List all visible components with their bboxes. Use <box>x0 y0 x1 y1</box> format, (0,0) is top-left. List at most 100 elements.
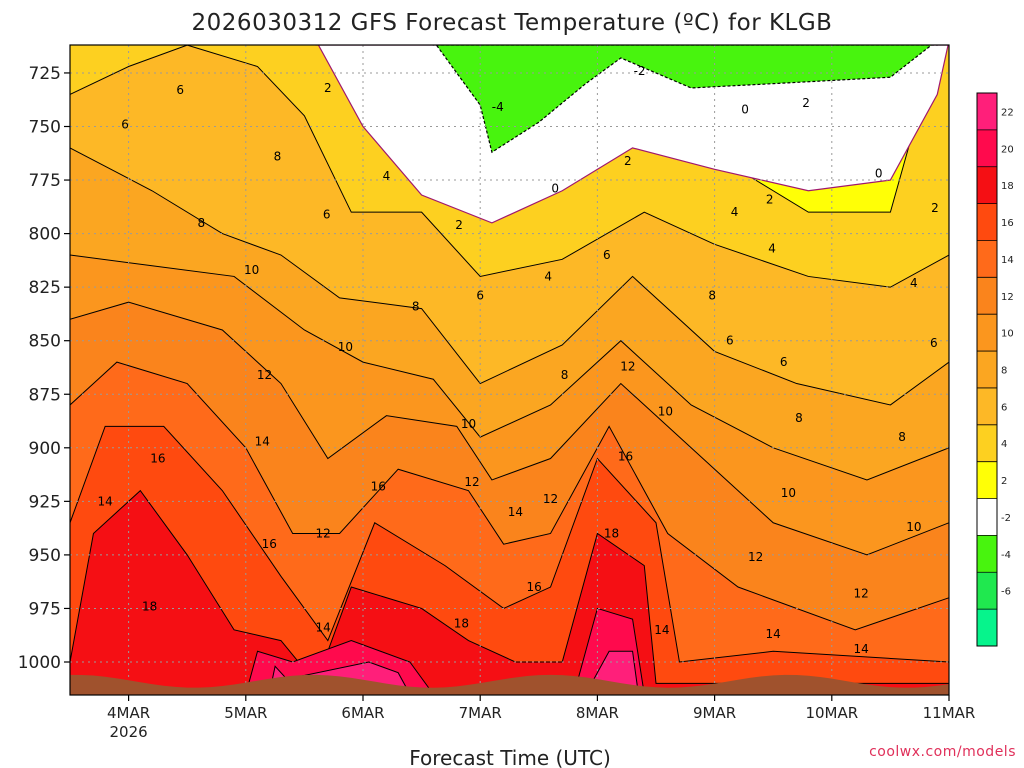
isotherm-label: 0 <box>875 167 883 181</box>
isotherm-label: 8 <box>898 430 906 444</box>
isotherm-label: 8 <box>412 299 420 313</box>
band-18-20 <box>70 489 949 695</box>
isotherm-label: 6 <box>726 334 734 348</box>
ground-terrain <box>70 674 949 695</box>
y-tick-label: 775 <box>29 171 61 191</box>
isotherm-label: 10 <box>906 520 921 534</box>
isotherm-label: 8 <box>197 216 205 230</box>
x-axis-label: Forecast Time (UTC) <box>409 746 611 768</box>
colorbar-label: -4 <box>1001 550 1011 561</box>
y-tick-label: 950 <box>29 546 61 566</box>
isotherm-label: 18 <box>142 599 157 613</box>
colorbar-swatch <box>977 129 997 168</box>
temperature-bands <box>70 45 949 695</box>
band-16-18 <box>70 425 949 695</box>
isotherm-label: 16 <box>371 479 386 493</box>
isotherm-label: 6 <box>323 207 331 221</box>
credit-text: coolwx.com/models <box>869 744 1016 760</box>
isotherm-label: 4 <box>383 169 391 183</box>
isotherm-label: 16 <box>262 537 277 551</box>
colorbar-label: 8 <box>1001 366 1007 377</box>
isotherm-label: 14 <box>766 627 781 641</box>
y-tick-label: 900 <box>29 439 61 459</box>
isotherm-label: 6 <box>603 248 611 262</box>
colorbar-label: 12 <box>1001 292 1014 303</box>
y-tick-label: 750 <box>29 118 61 138</box>
isotherm-label: 18 <box>604 526 619 540</box>
isotherm-label: 0 <box>741 102 749 116</box>
chart-title: 2026030312 GFS Forecast Temperature (ºC)… <box>192 10 833 36</box>
isotherm-label: 4 <box>731 205 739 219</box>
y-tick-label: 725 <box>29 64 61 84</box>
colorbar-swatch <box>977 387 997 426</box>
isotherm-label: 10 <box>781 486 796 500</box>
x-tick-label: 11MAR <box>923 704 976 722</box>
colorbar-label: 22 <box>1001 107 1014 118</box>
isotherm-label: 16 <box>526 580 541 594</box>
colorbar-swatch <box>977 461 997 500</box>
isotherm-label: 10 <box>244 263 259 277</box>
isotherm-label: 6 <box>780 355 788 369</box>
isotherm-label: 2 <box>455 218 463 232</box>
isotherm-label: 4 <box>768 242 776 256</box>
isotherm-label: 14 <box>98 494 113 508</box>
isotherm-label: 8 <box>795 411 803 425</box>
x-tick-label: 6MAR <box>341 704 384 722</box>
colorbar-swatch <box>977 203 997 241</box>
colorbar-label: 6 <box>1001 402 1007 413</box>
plot-frame <box>69 44 950 696</box>
colorbar-label: 10 <box>1001 329 1014 340</box>
isotherm-label: 4 <box>544 269 552 283</box>
isotherm-label: 4 <box>910 276 918 290</box>
x-tick-label: 5MAR <box>224 704 267 722</box>
colorbar-swatch <box>977 166 997 205</box>
plot-area <box>70 45 949 695</box>
isotherm-label: 12 <box>853 586 868 600</box>
y-tick-label: 875 <box>29 385 61 405</box>
colorbar-swatch <box>977 424 997 463</box>
colorbar-swatch <box>977 277 997 315</box>
colorbar: 22 20 18 16 14 12 10 8 6 4 2 -2 -4 -6 <box>976 92 1014 647</box>
colorbar-swatch <box>977 572 997 610</box>
isotherm-label: -4 <box>492 100 504 114</box>
x-tick-label: 4MAR <box>107 704 150 722</box>
isotherm-label: 6 <box>476 289 484 303</box>
isotherm-label: 12 <box>543 492 558 506</box>
isotherm-label: 6 <box>121 117 129 131</box>
isotherm-label: 14 <box>255 434 270 448</box>
x-tick-sublabel: 2026 <box>110 723 148 741</box>
isotherm-label: 2 <box>931 201 939 215</box>
isotherm-label: 12 <box>748 550 763 564</box>
isotherm-label: 14 <box>316 621 331 635</box>
colorbar-label: -6 <box>1001 587 1011 598</box>
isotherm-label: 10 <box>658 404 673 418</box>
colorbar-label: 2 <box>1001 476 1007 487</box>
isotherm-label: 12 <box>620 359 635 373</box>
y-tick-label: 850 <box>29 332 61 352</box>
grid-lines <box>70 45 949 695</box>
x-tick-label: 10MAR <box>805 704 858 722</box>
colorbar-swatch <box>977 351 997 389</box>
band--4--2 <box>432 45 938 154</box>
y-tick-label: 975 <box>29 599 61 619</box>
isotherm-label: 2 <box>624 154 632 168</box>
colorbar-swatch <box>977 314 997 352</box>
isotherm-label: 8 <box>708 289 716 303</box>
isotherm-label: 12 <box>464 475 479 489</box>
isotherm-label: 2 <box>802 96 810 110</box>
isotherm-label: 14 <box>508 505 523 519</box>
x-tick-label: 7MAR <box>459 704 502 722</box>
isotherm-label: 8 <box>274 149 282 163</box>
isotherm-label: 10 <box>461 417 476 431</box>
isotherm-labels: 6 6 8 14 16 18 2 8 10 12 14 16 6 4 10 12 14 16 18 8 2 -4 0 6 4 10… <box>98 64 939 656</box>
colorbar-swatch <box>977 535 997 573</box>
colorbar-swatch <box>977 240 997 278</box>
colorbar-label: -2 <box>1001 513 1011 524</box>
isotherm-label: 14 <box>853 642 868 656</box>
colorbar-swatch <box>977 609 997 647</box>
colorbar-frame <box>976 92 998 647</box>
isotherm-label: 12 <box>257 368 272 382</box>
y-tick-label: 825 <box>29 278 61 298</box>
